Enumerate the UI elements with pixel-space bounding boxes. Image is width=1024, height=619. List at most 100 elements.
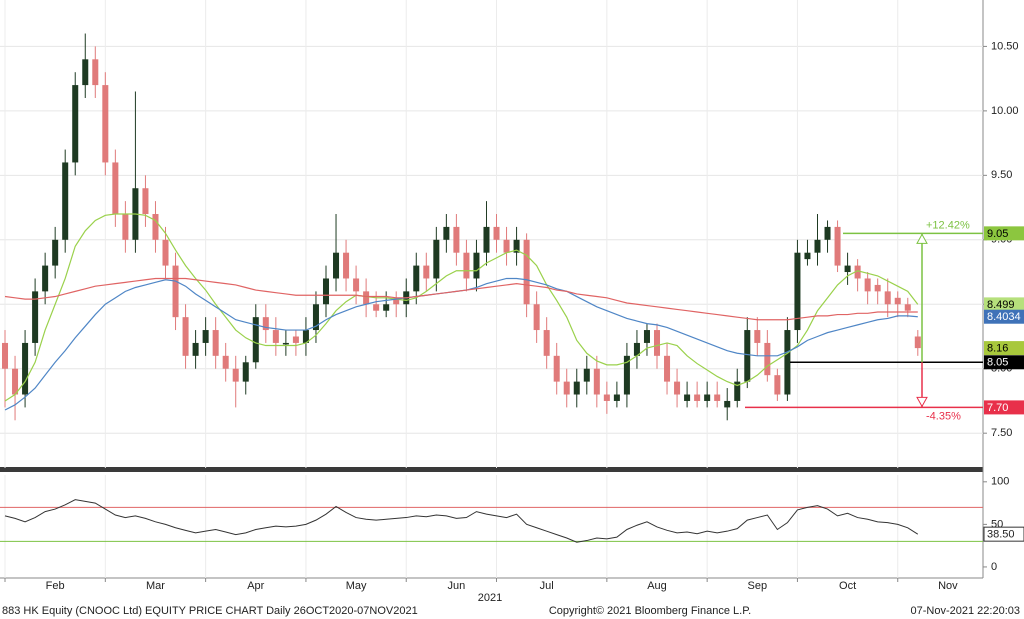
candle-body [292,336,299,343]
candle-body [643,330,650,343]
candle-body [52,239,59,266]
x-tick-label: Nov [938,580,958,592]
candle-body [603,394,610,401]
moving-average [4,213,919,402]
candle-body [12,368,19,395]
candle-body [42,265,49,292]
price-tag [984,355,1024,370]
candle-body [764,342,771,376]
candle-body [864,278,871,292]
candle-body [162,239,169,266]
candle-body [754,330,761,343]
candle-body [774,375,781,395]
candle-body [272,330,279,343]
candle-body [373,304,380,311]
candle-body [413,265,420,292]
moving-average [4,277,918,321]
candle-body [312,304,319,331]
y-tick-label: 10.50 [991,40,1019,52]
candle-body [734,381,741,401]
candle-body [182,317,189,356]
y-tick-label: 7.50 [991,427,1012,439]
candle-body [62,162,69,240]
candle-body [122,214,129,240]
candle-body [453,226,460,253]
candle-body [653,330,661,356]
price-tag [984,400,1024,415]
price-tag-label: 8.05 [987,357,1008,369]
price-tag-label: 7.70 [987,402,1008,414]
price-tag-label: 8.16 [987,343,1008,355]
candle-body [463,252,470,279]
candle-body [894,297,901,305]
candle-body [252,317,259,363]
candle-body [804,252,811,260]
candle-body [583,368,590,382]
candle-body [302,330,309,343]
price-tag-label: 8.499 [987,299,1015,311]
price-tag [984,341,1024,356]
candle-body [172,265,179,318]
rsi-tag-label: 38.50 [987,529,1015,541]
x-tick-label: Jul [540,580,554,592]
candle-body [623,355,630,395]
candle-body [212,330,219,356]
candle-body [282,342,289,345]
x-tick-label: Jun [448,580,466,592]
x-tick-label: Sep [748,580,768,592]
candle-body [573,381,580,395]
x-tick-label: Feb [46,580,65,592]
rsi-y-tick-label: 0 [991,561,997,573]
candle-body [834,226,841,266]
candle-body [192,342,199,356]
candle-body [874,284,881,292]
footer-left: 883 HK Equity (CNOOC Ltd) EQUITY PRICE C… [2,605,418,617]
candle-body [32,291,39,343]
candle-body [262,317,269,331]
rsi-tag [983,526,1024,542]
candle-body [543,330,550,356]
candle-body [102,85,109,163]
candle-body [222,355,229,369]
candle-body [533,304,540,331]
candle-body [82,59,89,86]
year-label: 2021 [478,592,502,604]
candle-body [563,381,570,395]
candle-body [824,226,831,240]
candle-body [333,252,340,279]
rsi-line [4,499,919,543]
up-arrow-head [916,233,928,244]
annotation: -4.35% [926,410,961,422]
candle-body [473,252,480,279]
candle-body [724,400,731,408]
y-tick-label: 9.50 [991,169,1012,181]
x-tick-label: May [346,580,367,592]
candle-body [152,214,159,240]
candle-body [784,330,791,395]
x-tick-label: Apr [247,580,264,592]
candle-body [2,342,9,369]
candle-body [664,355,671,382]
candle-body [794,252,801,331]
candle-body [242,362,249,382]
x-tick-label: Mar [146,580,165,592]
candle-body [363,291,370,305]
candle-body [714,394,721,401]
candle-body [202,330,209,343]
candle-body [674,381,681,395]
candle-body [503,239,510,253]
candle-body [483,226,490,253]
candle-body [232,368,239,382]
candle-body [22,342,29,395]
candle-body [914,336,921,349]
footer-center: Copyright© 2021 Bloomberg Finance L.P. [549,605,751,617]
candle-body [633,342,640,356]
candle-body [593,368,600,395]
candle-body [684,394,691,401]
price-tag [984,297,1024,312]
footer-right: 07-Nov-2021 22:20:03 [911,605,1020,617]
down-arrow-head [916,396,928,408]
candle-body [493,226,500,240]
